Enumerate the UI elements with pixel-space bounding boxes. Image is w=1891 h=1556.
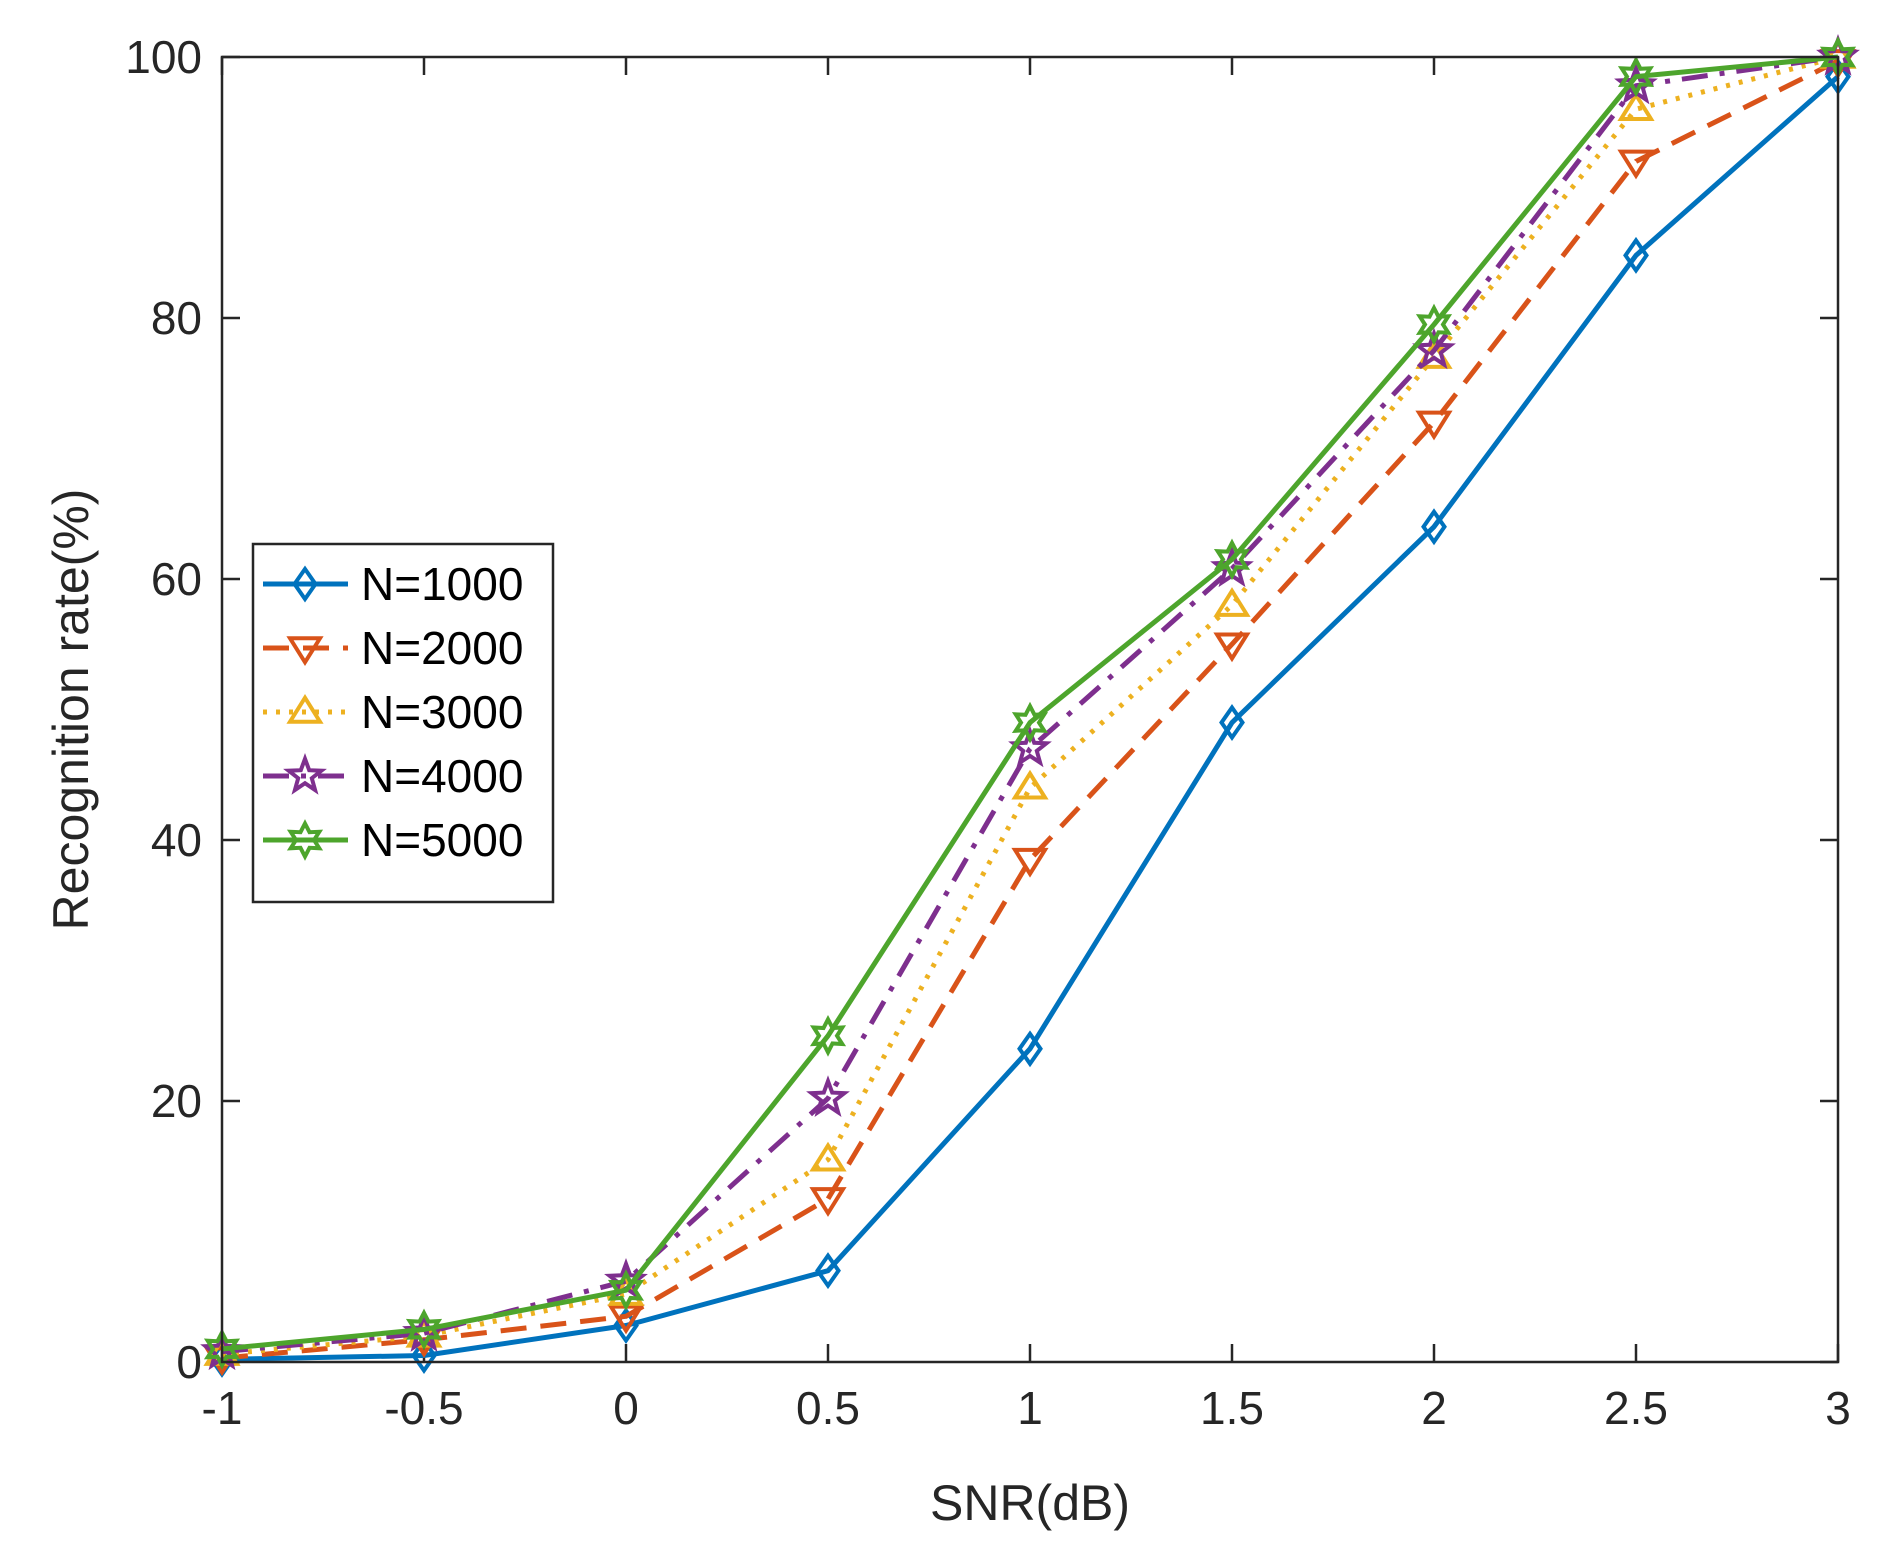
- y-tick-label: 60: [151, 553, 202, 605]
- series-line: [221, 58, 1840, 1361]
- x-tick-label: -0.5: [384, 1382, 463, 1434]
- legend-marker: [286, 636, 324, 667]
- data-point-marker: [203, 1328, 241, 1370]
- x-tick-label: 2.5: [1604, 1382, 1668, 1434]
- legend-entry: N=5000: [263, 814, 523, 866]
- x-tick-label: 2: [1421, 1382, 1447, 1434]
- x-tick-label: -1: [202, 1382, 243, 1434]
- x-tick-label: 0: [613, 1382, 639, 1434]
- series-line: [221, 74, 1840, 1362]
- data-point-marker: [1415, 410, 1453, 441]
- legend-entry: N=1000: [263, 558, 523, 610]
- series-line: [221, 54, 1839, 1352]
- legend-label: N=2000: [361, 622, 523, 674]
- data-point-marker: [411, 1336, 437, 1374]
- data-point-marker: [1017, 1030, 1043, 1068]
- tick-labels: -1 -0.5 0 0.5 1 1.5 2 2.5 3 0 20 40 60 80 100: [125, 31, 1851, 1434]
- data-point-marker: [809, 1187, 847, 1217]
- legend-marker: [286, 819, 324, 861]
- y-tick-label: 0: [176, 1336, 202, 1388]
- data-point-marker: [607, 1269, 645, 1312]
- data-point-marker: [1011, 769, 1049, 800]
- legend-label: N=1000: [361, 558, 523, 610]
- data-point-marker: [1213, 587, 1251, 617]
- data-point-marker: [809, 1141, 847, 1172]
- series-n-5000: [203, 36, 1857, 1370]
- y-axis-title: Recognition rate(%): [43, 489, 99, 931]
- data-point-marker: [405, 1308, 443, 1351]
- legend-marker: [283, 753, 327, 795]
- data-point-marker: [1219, 704, 1245, 742]
- legend-marker: [292, 565, 318, 603]
- series-line: [221, 54, 1839, 1355]
- legend-entry: N=2000: [263, 622, 523, 674]
- legend-label: N=3000: [361, 686, 523, 738]
- legend-marker: [286, 693, 324, 724]
- data-point-marker: [1213, 538, 1251, 581]
- data-point-marker: [1617, 149, 1655, 180]
- data-point-marker: [1415, 303, 1453, 346]
- legend: N=1000 N=2000 N=3000 N=4000 N=5000: [251, 542, 555, 904]
- series-n-1000: [209, 58, 1851, 1378]
- data-point-marker: [806, 1075, 850, 1117]
- data-point-marker: [1213, 632, 1251, 663]
- legend-label: N=4000: [361, 750, 523, 802]
- y-tick-label: 40: [151, 814, 202, 866]
- x-tick-label: 1: [1017, 1382, 1043, 1434]
- x-tick-label: 1.5: [1200, 1382, 1264, 1434]
- series-lines: [200, 34, 1860, 1378]
- data-point-marker: [1011, 847, 1049, 878]
- y-tick-label: 20: [151, 1075, 202, 1127]
- x-axis-title: SNR(dB): [930, 1475, 1130, 1531]
- y-tick-label: 80: [151, 292, 202, 344]
- legend-entry: N=4000: [263, 750, 523, 802]
- legend-entry: N=3000: [263, 686, 523, 738]
- data-point-marker: [815, 1252, 841, 1290]
- x-tick-label: 0.5: [796, 1382, 860, 1434]
- data-point-marker: [1617, 55, 1655, 98]
- data-point-marker: [1421, 508, 1447, 546]
- data-point-marker: [1412, 327, 1456, 370]
- plot-area-frame: [220, 55, 1840, 1364]
- data-point-marker: [809, 1014, 847, 1057]
- data-point-marker: [1623, 236, 1649, 274]
- data-point-marker: [1617, 91, 1655, 121]
- x-tick-label: 3: [1825, 1382, 1851, 1434]
- legend-label: N=5000: [361, 814, 523, 866]
- y-tick-label: 100: [125, 31, 202, 83]
- data-point-marker: [1011, 701, 1049, 744]
